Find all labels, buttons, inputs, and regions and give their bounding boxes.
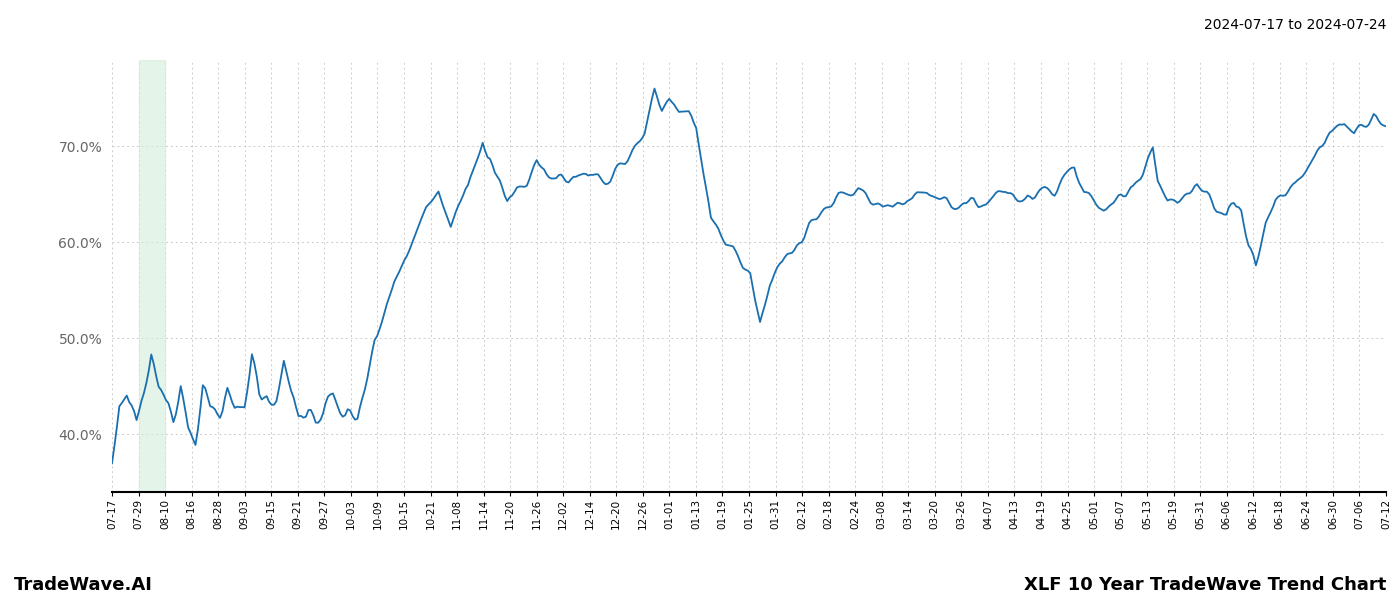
Text: 2024-07-17 to 2024-07-24: 2024-07-17 to 2024-07-24 [1204, 18, 1386, 32]
Text: XLF 10 Year TradeWave Trend Chart: XLF 10 Year TradeWave Trend Chart [1023, 576, 1386, 594]
Bar [139, 60, 165, 492]
Text: TradeWave.AI: TradeWave.AI [14, 576, 153, 594]
